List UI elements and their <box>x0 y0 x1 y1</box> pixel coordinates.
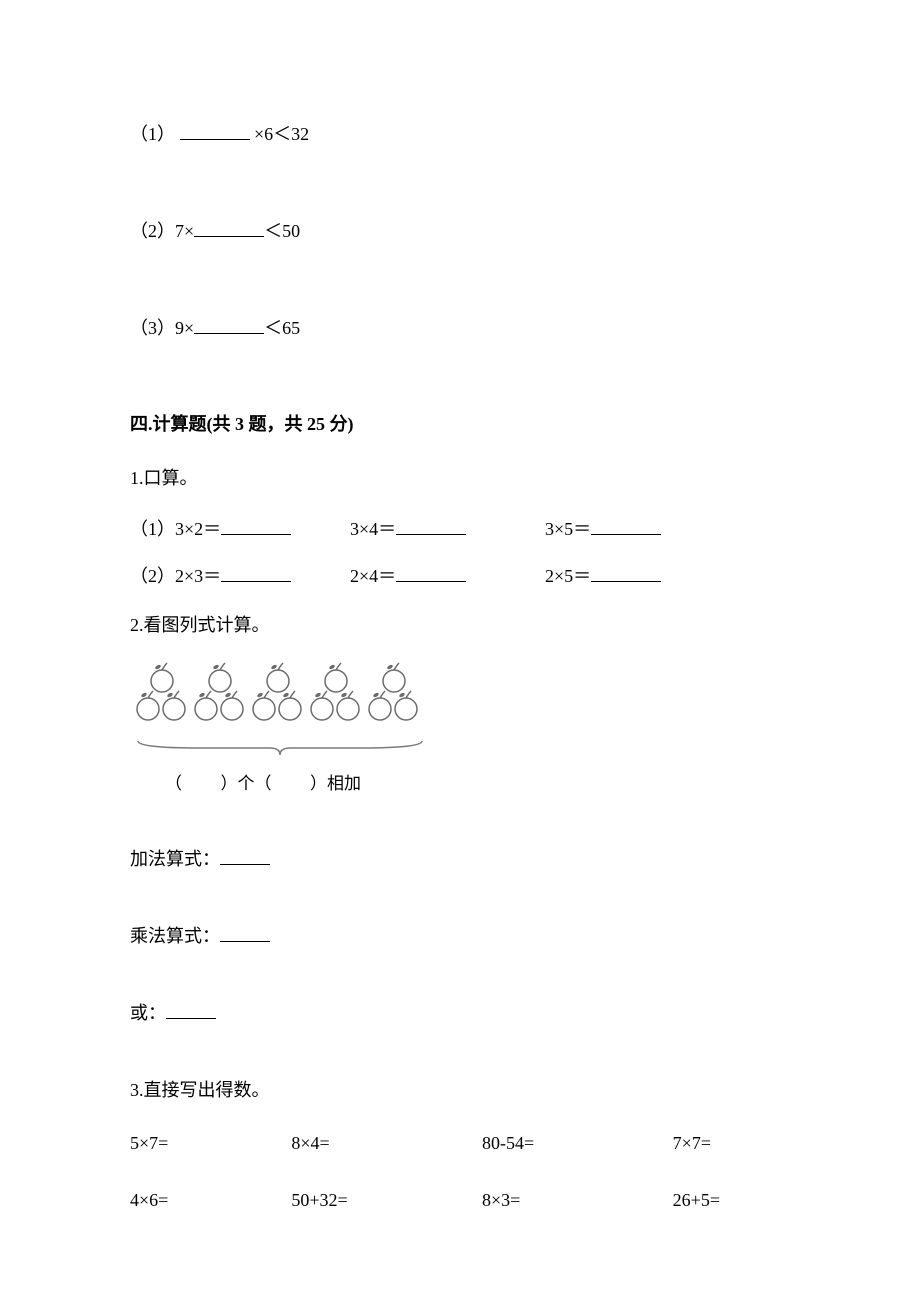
fill-blank-q3: （3）9× ＜65 <box>130 314 790 343</box>
apple-diagram: （ ）个（ ）相加 <box>130 661 790 797</box>
fill-blank-q2: （2）7× ＜50 <box>130 217 790 246</box>
blank-field[interactable] <box>396 515 466 535</box>
blank-field[interactable] <box>221 515 291 535</box>
or-label: 或： <box>130 1003 166 1023</box>
caption-row: （ ）个（ ）相加 <box>130 770 790 797</box>
calc-item: 3×4＝ <box>350 515 545 544</box>
expr: 2×3＝ <box>175 566 221 586</box>
caption-b: ）个（ <box>221 774 272 793</box>
blank-field[interactable] <box>591 562 661 582</box>
final-row-1: 5×7= 8×4= 80-54= 7×7= <box>130 1129 790 1158</box>
brace-row <box>130 737 790 766</box>
q1-label: （1） <box>130 124 175 144</box>
apple-groups-svg <box>130 661 430 736</box>
expr: 50+32= <box>291 1186 482 1215</box>
calc-item: 3×5＝ <box>545 515 740 544</box>
caption-a: （ <box>165 774 182 793</box>
or-formula: 或： <box>130 999 790 1028</box>
expr: 2×5＝ <box>545 566 591 586</box>
calc-row-2: （2）2×3＝ 2×4＝ 2×5＝ <box>130 562 790 591</box>
q2-title: 2.看图列式计算。 <box>130 611 790 640</box>
multiplication-label: 乘法算式： <box>130 926 220 946</box>
addition-formula: 加法算式： <box>130 845 790 874</box>
blank-field[interactable] <box>180 120 250 140</box>
q3-pre: 9× <box>175 318 194 338</box>
blank-field[interactable] <box>220 845 270 865</box>
expr: 26+5= <box>673 1186 790 1215</box>
blank-field[interactable] <box>396 562 466 582</box>
q3-post: ＜65 <box>264 318 300 338</box>
row1-label: （1） <box>130 519 175 539</box>
expr: 80-54= <box>482 1129 673 1158</box>
calc-item: （1）3×2＝ <box>130 515 350 544</box>
q3-title: 3.直接写出得数。 <box>130 1076 790 1105</box>
addition-label: 加法算式： <box>130 849 220 869</box>
expr: 4×6= <box>130 1186 291 1215</box>
expr: 7×7= <box>673 1129 790 1158</box>
q2-pre: 7× <box>175 221 194 241</box>
q2-post: ＜50 <box>264 221 300 241</box>
expr: 3×2＝ <box>175 519 221 539</box>
blank-field[interactable] <box>166 999 216 1019</box>
blank-field[interactable] <box>194 217 264 237</box>
brace-svg <box>130 739 430 757</box>
row2-label: （2） <box>130 566 175 586</box>
q1-title: 1.口算。 <box>130 464 790 493</box>
calc-item: 2×5＝ <box>545 562 740 591</box>
blank-field[interactable] <box>221 562 291 582</box>
calc-item: 2×4＝ <box>350 562 545 591</box>
multiplication-formula: 乘法算式： <box>130 922 790 951</box>
q3-label: （3） <box>130 318 175 338</box>
blank-field[interactable] <box>591 515 661 535</box>
section-4-header: 四.计算题(共 3 题，共 25 分) <box>130 410 790 439</box>
caption-c: ）相加 <box>310 774 361 793</box>
final-row-2: 4×6= 50+32= 8×3= 26+5= <box>130 1186 790 1215</box>
expr: 5×7= <box>130 1129 291 1158</box>
blank-field[interactable] <box>194 314 264 334</box>
expr: 8×3= <box>482 1186 673 1215</box>
calc-item: （2）2×3＝ <box>130 562 350 591</box>
calc-row-1: （1）3×2＝ 3×4＝ 3×5＝ <box>130 515 790 544</box>
q2-label: （2） <box>130 221 175 241</box>
q1-expr: ×6＜32 <box>254 124 309 144</box>
expr: 3×4＝ <box>350 519 396 539</box>
expr: 2×4＝ <box>350 566 396 586</box>
fill-blank-q1: （1） ×6＜32 <box>130 120 790 149</box>
expr: 8×4= <box>291 1129 482 1158</box>
blank-field[interactable] <box>220 922 270 942</box>
expr: 3×5＝ <box>545 519 591 539</box>
